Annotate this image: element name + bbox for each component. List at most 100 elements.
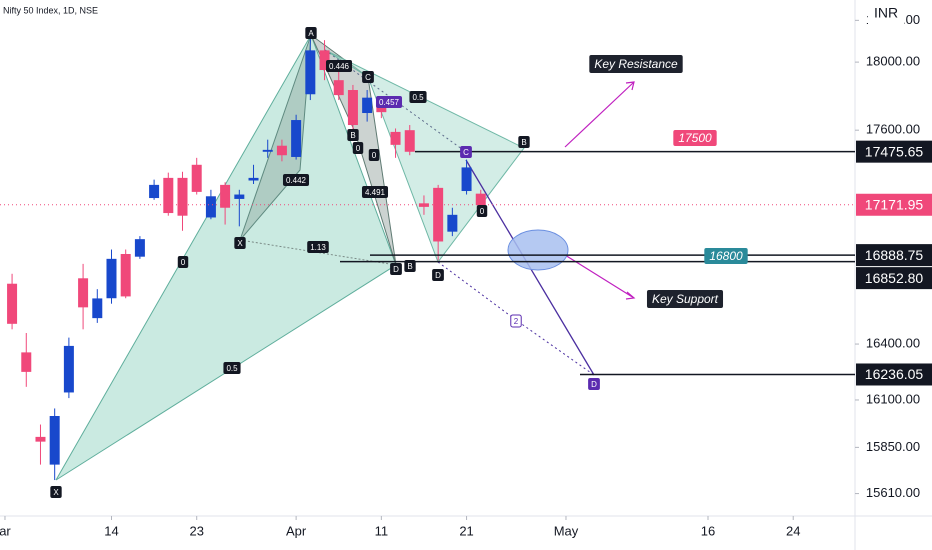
annotation: 0.5 <box>226 364 238 373</box>
annotation-box <box>177 256 189 268</box>
candle-body <box>347 90 358 126</box>
candle-body <box>191 164 202 192</box>
annotation: 0.446 <box>329 62 350 71</box>
candle-body <box>262 149 273 152</box>
x-tick-label: 23 <box>189 523 203 538</box>
candle-body <box>305 50 316 95</box>
annotation: B <box>350 131 355 140</box>
candle-body <box>461 167 472 192</box>
annotation-box <box>375 96 403 108</box>
price-label-box <box>856 193 932 216</box>
candle-body <box>291 120 302 157</box>
arrow-head <box>625 81 635 91</box>
currency: INR <box>874 5 898 21</box>
candle-body <box>49 416 60 465</box>
annotation: B <box>407 262 412 271</box>
y-tick-label: 15610.00 <box>866 485 920 500</box>
x-tick-label: 14 <box>104 523 118 538</box>
y-tick-label: 16100.00 <box>866 391 920 406</box>
candle-body <box>134 239 145 257</box>
annotation: D <box>435 271 441 280</box>
candle-body <box>276 145 287 156</box>
arrow-head <box>625 291 636 300</box>
x-tick-label: 21 <box>459 523 473 538</box>
pattern-dotted <box>324 49 467 153</box>
x-tick-label: Apr <box>286 523 307 538</box>
price-label-box <box>856 267 932 290</box>
y-tick-label: 16400.00 <box>866 335 920 350</box>
annotation: C <box>365 73 371 82</box>
annotation: 0 <box>372 151 377 160</box>
candle-body <box>248 177 259 181</box>
annotation: A <box>308 29 314 38</box>
annotation: 4.491 <box>365 188 386 197</box>
annotation: 0.5 <box>412 93 424 102</box>
annotation-box <box>518 136 530 148</box>
annotation-box <box>368 149 380 161</box>
currency-box <box>868 4 904 24</box>
x-tick-label: 16 <box>701 523 715 538</box>
annotation: 1.13 <box>310 243 326 252</box>
candle-body <box>404 130 415 152</box>
annotation-box <box>404 260 416 272</box>
candle-body <box>447 214 458 232</box>
annotation-box <box>646 290 724 308</box>
candle-body <box>21 352 32 372</box>
candle-body <box>63 345 74 393</box>
price-label-box <box>856 363 932 386</box>
candle-body <box>7 283 18 324</box>
candle-body <box>205 196 216 218</box>
annotation: X <box>237 239 243 248</box>
price-label: 16236.05 <box>865 366 924 382</box>
projection-dotted <box>437 261 595 376</box>
price-label-box <box>856 140 932 163</box>
price-label: 17171.95 <box>865 196 924 212</box>
price-label: 16852.80 <box>865 270 924 286</box>
annotation: C <box>463 148 469 157</box>
annotation: 16800 <box>709 249 743 263</box>
annotation-box <box>282 174 310 186</box>
price-label: 17475.65 <box>865 143 924 159</box>
annotation-box <box>234 237 246 249</box>
annotation: 0 <box>480 207 485 216</box>
annotation-box <box>510 314 522 328</box>
annotation-box <box>704 248 748 264</box>
annotation-box <box>325 60 353 72</box>
support-zone <box>507 229 569 271</box>
annotation-box <box>362 71 374 83</box>
annotation-box <box>589 55 683 73</box>
x-tick-label: May <box>554 523 579 538</box>
annotation: Key Resistance <box>594 57 678 71</box>
annotation-box <box>409 91 427 103</box>
candle-body <box>362 97 373 114</box>
candle-body <box>475 193 486 206</box>
candle-body <box>35 436 46 442</box>
annotation-box <box>223 362 241 374</box>
y-tick-label: 15850.00 <box>866 439 920 454</box>
annotation: D <box>591 380 597 389</box>
candle-body <box>234 194 245 199</box>
annotation: 2 <box>514 317 519 326</box>
annotation: D <box>393 265 399 274</box>
annotation: 0 <box>356 144 361 153</box>
candle-body <box>433 187 444 242</box>
candle-body <box>220 184 231 208</box>
annotation: 0.457 <box>379 98 400 107</box>
candle-body <box>418 203 429 207</box>
plot: 18250.0018000.0017600.0016400.0016100.00… <box>0 12 932 538</box>
candle-body <box>333 80 344 96</box>
annotation-box <box>390 263 402 275</box>
candle-body <box>78 278 89 308</box>
candle-body <box>106 258 117 299</box>
candle-body <box>120 253 131 297</box>
annotation-box <box>673 130 717 146</box>
annotation-box <box>476 205 488 217</box>
x-tick-label: 24 <box>786 523 800 538</box>
annotation: 17500 <box>678 131 712 145</box>
annotation-box <box>305 27 317 39</box>
pattern-small <box>239 34 312 241</box>
candle-body <box>163 177 174 214</box>
annotation: 0.442 <box>286 176 307 185</box>
